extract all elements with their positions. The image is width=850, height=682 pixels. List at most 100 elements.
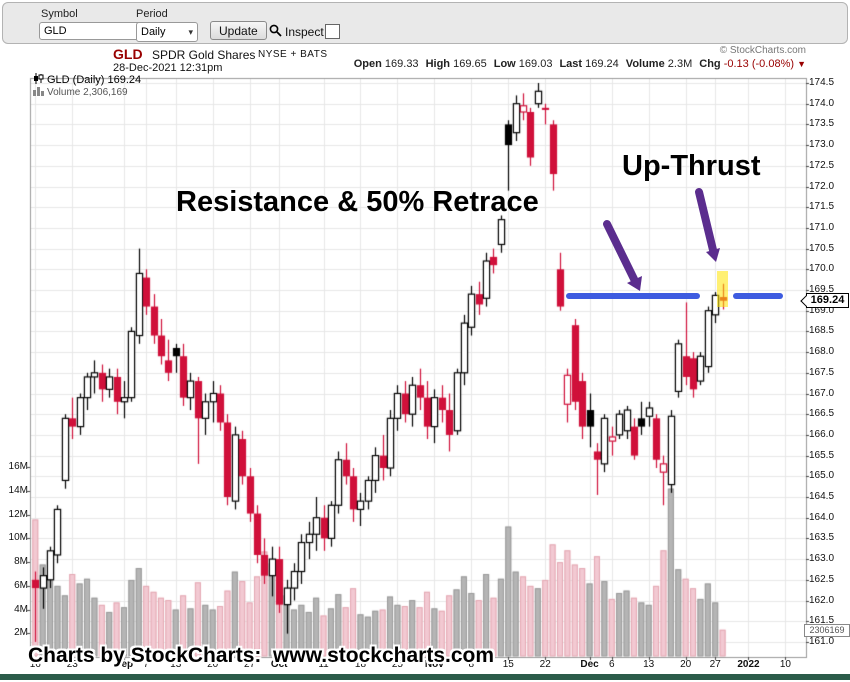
series-legend-label: GLD (Daily) 169.24 (47, 74, 142, 86)
price-tick-label: 168.0 (809, 346, 835, 358)
date-tick-label: 7 (143, 659, 149, 670)
high-value: 169.65 (453, 58, 487, 70)
date-tick-label: 20 (207, 659, 219, 670)
resistance-annotation-text: Resistance & 50% Retrace (176, 186, 539, 218)
volume-legend: Volume 2,306,169 (33, 86, 128, 99)
inspect-label: Inspect (285, 25, 324, 39)
upthrust-highlight (717, 270, 729, 307)
price-tick-label: 167.0 (809, 387, 835, 399)
ticker-symbol: GLD (113, 46, 143, 62)
chevron-down-icon: ▾ (188, 26, 193, 37)
volume-tick-label: 2M (14, 627, 28, 639)
volume-value: 2.3M (667, 58, 693, 70)
high-label: High (425, 58, 451, 70)
date-tick-label: 27 (709, 659, 721, 670)
resistance-line-segment-1 (565, 293, 700, 300)
date-tick-label: Oct (270, 659, 288, 670)
date-tick-label: Sep (114, 659, 134, 670)
chg-label: Chg (699, 58, 721, 70)
price-tick-label: 172.0 (809, 180, 835, 192)
series-legend: GLD (Daily) 169.24 (33, 73, 141, 87)
price-tick-label: 170.0 (809, 263, 835, 275)
quote-bar: Open 169.33 High 169.65 Low 169.03 Last 169… (347, 58, 806, 70)
upthrust-annotation-text: Up-Thrust (622, 150, 761, 182)
date-tick-label: 23 (66, 659, 78, 670)
price-tick-label: 166.5 (809, 408, 835, 420)
open-value: 169.33 (384, 58, 419, 70)
price-tick-label: 164.5 (809, 491, 835, 502)
price-tick-label: 171.0 (809, 221, 835, 233)
bottom-green-bar (0, 674, 850, 680)
price-tick-label: 166.0 (809, 428, 835, 440)
price-tick-label: 168.5 (809, 325, 835, 337)
date-tick-label: 25 (391, 659, 403, 670)
ticker-exchange: NYSE + BATS (258, 49, 328, 60)
volume-tick-label: 4M (14, 603, 28, 615)
volume-tick-label: 14M (8, 485, 28, 496)
candlestick-icon (33, 73, 44, 87)
date-tick-label: 18 (354, 659, 367, 670)
price-tick-label: 174.5 (809, 77, 835, 88)
magnifier-icon (269, 24, 282, 42)
date-tick-label: 20 (680, 659, 692, 670)
period-value: Daily (141, 26, 166, 38)
price-tick-label: 169.5 (809, 284, 835, 295)
chg-value: -0.13 (-0.08%) (723, 58, 795, 70)
price-tick-label: 163.0 (809, 553, 835, 565)
price-tick-label: 165.0 (809, 470, 835, 482)
date-tick-label: 10 (779, 659, 791, 670)
date-tick-label: Nov (424, 659, 444, 670)
last-price-tag: 169.24 (800, 292, 849, 308)
date-tick-label: 8 (468, 659, 475, 670)
stockcharts-watermark: Charts by StockCharts: www.stockcharts.c… (28, 644, 495, 667)
date-tick-label: 13 (170, 659, 182, 670)
last-value: 169.24 (585, 58, 619, 70)
last-label: Last (559, 58, 583, 70)
volume-tick-label: 12M (8, 508, 28, 520)
resistance-line-segment-2 (732, 293, 784, 300)
price-tick-label: 162.5 (809, 573, 835, 585)
inspect-checkbox[interactable] (325, 24, 340, 39)
price-tick-label: 169.0 (809, 304, 835, 316)
down-triangle-icon: ▼ (797, 59, 806, 69)
price-tick-label: 167.5 (809, 366, 835, 378)
period-select[interactable]: Daily ▾ (136, 22, 198, 42)
copyright: © StockCharts.com (719, 45, 806, 56)
price-tick-label: 171.5 (809, 201, 835, 213)
volume-icon (33, 86, 44, 99)
date-tick-label: 27 (244, 659, 256, 670)
price-tick-label: 170.5 (809, 242, 835, 254)
volume-tick-label: 16M (8, 461, 28, 473)
volume-tick-label: 10M (8, 532, 28, 544)
volume-legend-label: Volume 2,306,169 (47, 87, 128, 98)
date-tick-label: 22 (539, 659, 551, 670)
low-label: Low (493, 58, 516, 70)
price-tick-label: 161.0 (809, 635, 835, 647)
date-tick-label: 15 (502, 659, 514, 670)
date-tick-label: 13 (643, 659, 655, 670)
symbol-label: Symbol (41, 8, 78, 20)
period-label: Period (136, 8, 168, 20)
volume-label: Volume (625, 58, 665, 70)
low-value: 169.03 (518, 58, 553, 70)
price-tick-label: 163.5 (809, 532, 835, 544)
date-tick-label: 16 (29, 659, 41, 670)
quote-datetime: 28-Dec-2021 12:31pm (113, 62, 223, 74)
price-tag-value: 169.24 (810, 293, 845, 306)
price-tick-label: 172.5 (809, 159, 835, 171)
price-tick-label: 174.0 (809, 97, 835, 109)
volume-tag: 2306169 (804, 624, 850, 637)
volume-tick-label: 6M (14, 579, 28, 591)
price-tick-label: 161.5 (809, 615, 835, 627)
open-label: Open (353, 58, 382, 70)
price-tick-label: 162.0 (809, 594, 835, 606)
price-tick-label: 165.5 (809, 449, 835, 461)
date-tick-label: 6 (608, 659, 615, 670)
price-tick-label: 164.0 (809, 511, 835, 523)
date-tick-label: 2022 (737, 659, 760, 670)
chart-toolbar: Symbol Period Daily ▾ Update Inspect (2, 2, 848, 44)
price-tick-label: 173.0 (809, 139, 835, 151)
update-button[interactable]: Update (210, 21, 267, 40)
